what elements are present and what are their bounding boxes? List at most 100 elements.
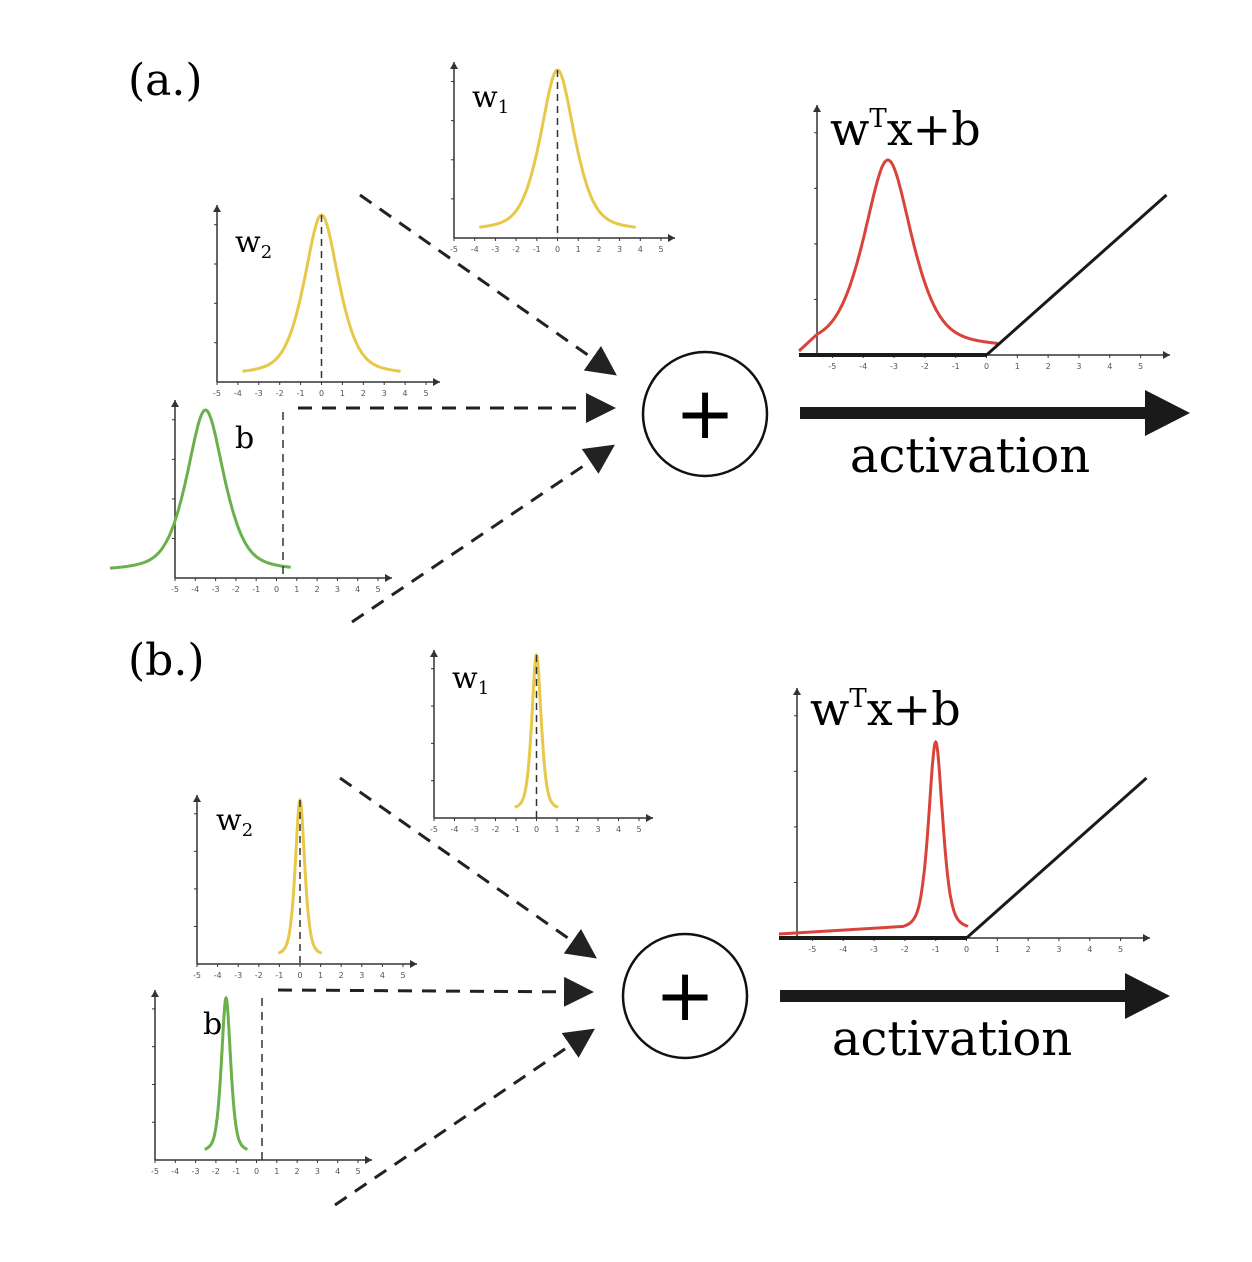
x-axis-arrow bbox=[646, 814, 653, 822]
tick-label: -3 bbox=[870, 945, 878, 954]
tick-label: 0 bbox=[964, 945, 969, 954]
x-axis-arrow bbox=[433, 378, 440, 386]
y-axis-arrow bbox=[213, 205, 221, 212]
tick-label: 2 bbox=[315, 585, 320, 594]
tick-label: 5 bbox=[400, 971, 405, 980]
panel-b-label: (b.) bbox=[128, 635, 204, 686]
tick-label: 2 bbox=[1046, 362, 1051, 371]
tick-label: -5 bbox=[430, 825, 438, 834]
x-axis-arrow bbox=[385, 574, 392, 582]
tick-label: -1 bbox=[512, 825, 520, 834]
relu-slope bbox=[985, 193, 1168, 357]
arrow-b-a bbox=[351, 444, 615, 624]
tick-label: 3 bbox=[617, 245, 622, 254]
tick-label: -2 bbox=[212, 1167, 220, 1176]
y-axis-arrow bbox=[193, 795, 201, 802]
tick-label: 0 bbox=[319, 389, 324, 398]
tick-label: 5 bbox=[1138, 362, 1143, 371]
tick-label: -2 bbox=[512, 245, 520, 254]
tick-label: -2 bbox=[492, 825, 500, 834]
tick-label: -1 bbox=[275, 971, 283, 980]
plus-sign-b: + bbox=[655, 953, 715, 1037]
tick-label: 5 bbox=[658, 245, 663, 254]
tick-label: 1 bbox=[1015, 362, 1020, 371]
tick-label: 0 bbox=[297, 971, 302, 980]
tick-label: -4 bbox=[451, 825, 459, 834]
tick-label: 1 bbox=[274, 1167, 279, 1176]
output-plot-a: -5 -4 -3 -2 -1 0 1 2 3 4 5 bbox=[797, 105, 1170, 371]
output-label-b: wTx+b bbox=[810, 682, 961, 736]
arrow-w2-b bbox=[277, 976, 594, 1007]
tick-label: 3 bbox=[1056, 945, 1061, 954]
x-axis-arrow bbox=[668, 234, 675, 242]
w1-plot-b: -5 -4 -3 -2 -1 0 1 2 3 4 5 bbox=[430, 650, 653, 834]
tick-label: -3 bbox=[212, 585, 220, 594]
tick-label: -4 bbox=[839, 945, 847, 954]
tick-label: 3 bbox=[595, 825, 600, 834]
plus-sign-a: + bbox=[675, 371, 735, 455]
w1-label-a: w1 bbox=[472, 80, 509, 118]
tick-label: -3 bbox=[192, 1167, 200, 1176]
output-label-a: wTx+b bbox=[830, 102, 981, 156]
y-axis-arrow bbox=[450, 62, 458, 69]
y-axis-arrow bbox=[430, 650, 438, 657]
tick-label: 0 bbox=[254, 1167, 259, 1176]
tick-label: -1 bbox=[252, 585, 260, 594]
tick-label: -5 bbox=[828, 362, 836, 371]
tick-label: 5 bbox=[1118, 945, 1123, 954]
panel-b: (b.) -5 -4 -3 -2 -1 0 1 2 3 4 5 w1 -5 -4 -3 -2 -1 0 1 2 3 4… bbox=[128, 635, 1170, 1207]
w2-label-b: w2 bbox=[216, 803, 253, 841]
tick-label: 0 bbox=[534, 825, 539, 834]
sum-circle-a bbox=[641, 350, 769, 478]
relu-slope bbox=[965, 776, 1148, 940]
tick-label: 5 bbox=[375, 585, 380, 594]
tick-label: 0 bbox=[984, 362, 989, 371]
tick-label: 1 bbox=[318, 971, 323, 980]
tick-label: 4 bbox=[1087, 945, 1092, 954]
y-axis-arrow bbox=[171, 400, 179, 407]
tick-label: -4 bbox=[234, 389, 242, 398]
tick-label: 1 bbox=[554, 825, 559, 834]
tick-label: -3 bbox=[255, 389, 263, 398]
tick-label: -5 bbox=[151, 1167, 159, 1176]
tick-label: 4 bbox=[403, 389, 408, 398]
tick-label: -5 bbox=[808, 945, 816, 954]
tick-label: -5 bbox=[213, 389, 221, 398]
tick-label: -3 bbox=[471, 825, 479, 834]
activation-arrowhead-b bbox=[1125, 973, 1170, 1019]
tick-label: 3 bbox=[382, 389, 387, 398]
tick-label: -2 bbox=[921, 362, 929, 371]
y-axis-arrow bbox=[813, 105, 821, 112]
tick-label: -2 bbox=[901, 945, 909, 954]
tick-label: -3 bbox=[890, 362, 898, 371]
tick-label: 5 bbox=[636, 825, 641, 834]
x-axis-arrow bbox=[410, 960, 417, 968]
sum-circle-b bbox=[621, 932, 749, 1060]
tick-label: 2 bbox=[575, 825, 580, 834]
w1-label-b: w1 bbox=[452, 661, 489, 699]
b-label-b: b bbox=[203, 1007, 222, 1042]
tick-label: 3 bbox=[1076, 362, 1081, 371]
tick-label: 1 bbox=[340, 389, 345, 398]
tick-label: -3 bbox=[234, 971, 242, 980]
w2-plot-b: -5 -4 -3 -2 -1 0 1 2 3 4 5 bbox=[193, 795, 417, 980]
tick-label: 4 bbox=[638, 245, 643, 254]
tick-label: -4 bbox=[859, 362, 867, 371]
b-label-a: b bbox=[235, 421, 254, 456]
w2-label-a: w2 bbox=[235, 225, 272, 263]
tick-label: -2 bbox=[255, 971, 263, 980]
w1-plot-a: -5 -4 -3 -2 -1 0 1 2 3 4 5 bbox=[450, 62, 675, 254]
activation-label-b: activation bbox=[832, 1011, 1072, 1067]
b-plot-b: -5 -4 -3 -2 -1 0 1 2 3 4 5 bbox=[151, 990, 372, 1176]
tick-label: 4 bbox=[616, 825, 621, 834]
tick-label: 2 bbox=[295, 1167, 300, 1176]
tick-label: -5 bbox=[450, 245, 458, 254]
activation-arrowhead-a bbox=[1145, 390, 1190, 436]
density-curve bbox=[110, 408, 291, 570]
tick-label: -1 bbox=[952, 362, 960, 371]
tick-label: 1 bbox=[995, 945, 1000, 954]
tick-label: 4 bbox=[355, 585, 360, 594]
tick-label: 1 bbox=[294, 585, 299, 594]
w2-plot-a: -5 -4 -3 -2 -1 0 1 2 3 4 5 bbox=[213, 205, 440, 398]
tick-label: -1 bbox=[297, 389, 305, 398]
